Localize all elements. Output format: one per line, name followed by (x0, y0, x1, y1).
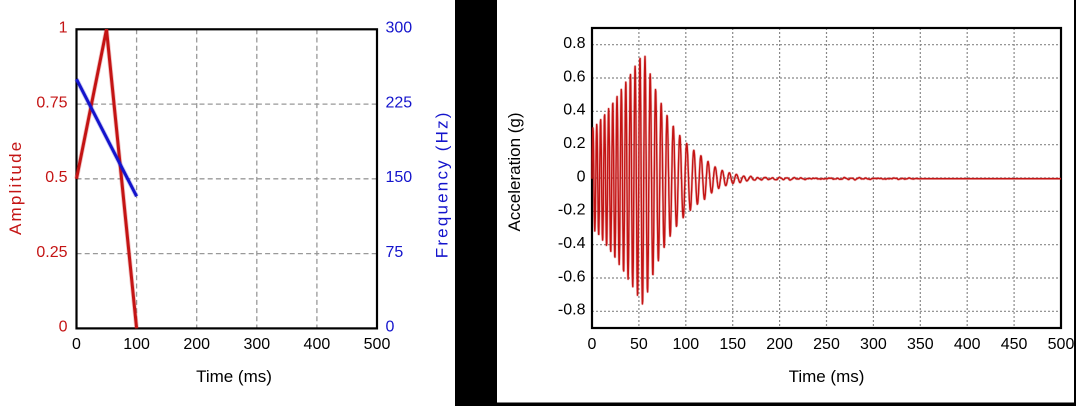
svg-text:Time (ms): Time (ms) (789, 367, 865, 386)
svg-text:-0.2: -0.2 (558, 202, 586, 219)
svg-text:0.5: 0.5 (45, 169, 67, 186)
svg-text:0: 0 (588, 336, 597, 353)
svg-text:-0.6: -0.6 (558, 268, 586, 285)
svg-text:250: 250 (813, 336, 840, 353)
svg-text:Time (ms): Time (ms) (196, 367, 272, 386)
svg-text:75: 75 (386, 244, 404, 261)
svg-text:200: 200 (183, 336, 210, 353)
svg-text:-0.4: -0.4 (558, 235, 586, 252)
svg-text:0: 0 (577, 168, 586, 185)
svg-text:0: 0 (386, 319, 395, 336)
svg-text:Frequency (Hz): Frequency (Hz) (433, 110, 452, 258)
svg-text:300: 300 (243, 336, 270, 353)
svg-text:150: 150 (719, 336, 746, 353)
svg-text:225: 225 (386, 94, 413, 111)
svg-text:0.4: 0.4 (563, 102, 585, 119)
svg-text:0: 0 (72, 336, 81, 353)
svg-text:0: 0 (59, 319, 68, 336)
svg-text:500: 500 (1048, 336, 1075, 353)
svg-text:300: 300 (860, 336, 887, 353)
svg-text:0.25: 0.25 (36, 244, 67, 261)
svg-text:200: 200 (766, 336, 793, 353)
svg-text:0.75: 0.75 (36, 94, 67, 111)
svg-text:450: 450 (1001, 336, 1028, 353)
svg-text:400: 400 (304, 336, 331, 353)
svg-text:0.8: 0.8 (563, 35, 585, 52)
svg-text:350: 350 (907, 336, 934, 353)
svg-text:400: 400 (954, 336, 981, 353)
svg-text:Amplitude: Amplitude (6, 140, 25, 235)
svg-text:100: 100 (123, 336, 150, 353)
svg-text:-0.8: -0.8 (558, 302, 586, 319)
svg-text:1: 1 (59, 20, 68, 37)
svg-text:150: 150 (386, 169, 413, 186)
svg-text:300: 300 (386, 20, 413, 37)
svg-text:100: 100 (672, 336, 699, 353)
svg-text:50: 50 (630, 336, 648, 353)
svg-text:0.2: 0.2 (563, 135, 585, 152)
svg-text:0.6: 0.6 (563, 68, 585, 85)
svg-text:Acceleration (g): Acceleration (g) (505, 112, 524, 231)
svg-text:500: 500 (364, 336, 391, 353)
